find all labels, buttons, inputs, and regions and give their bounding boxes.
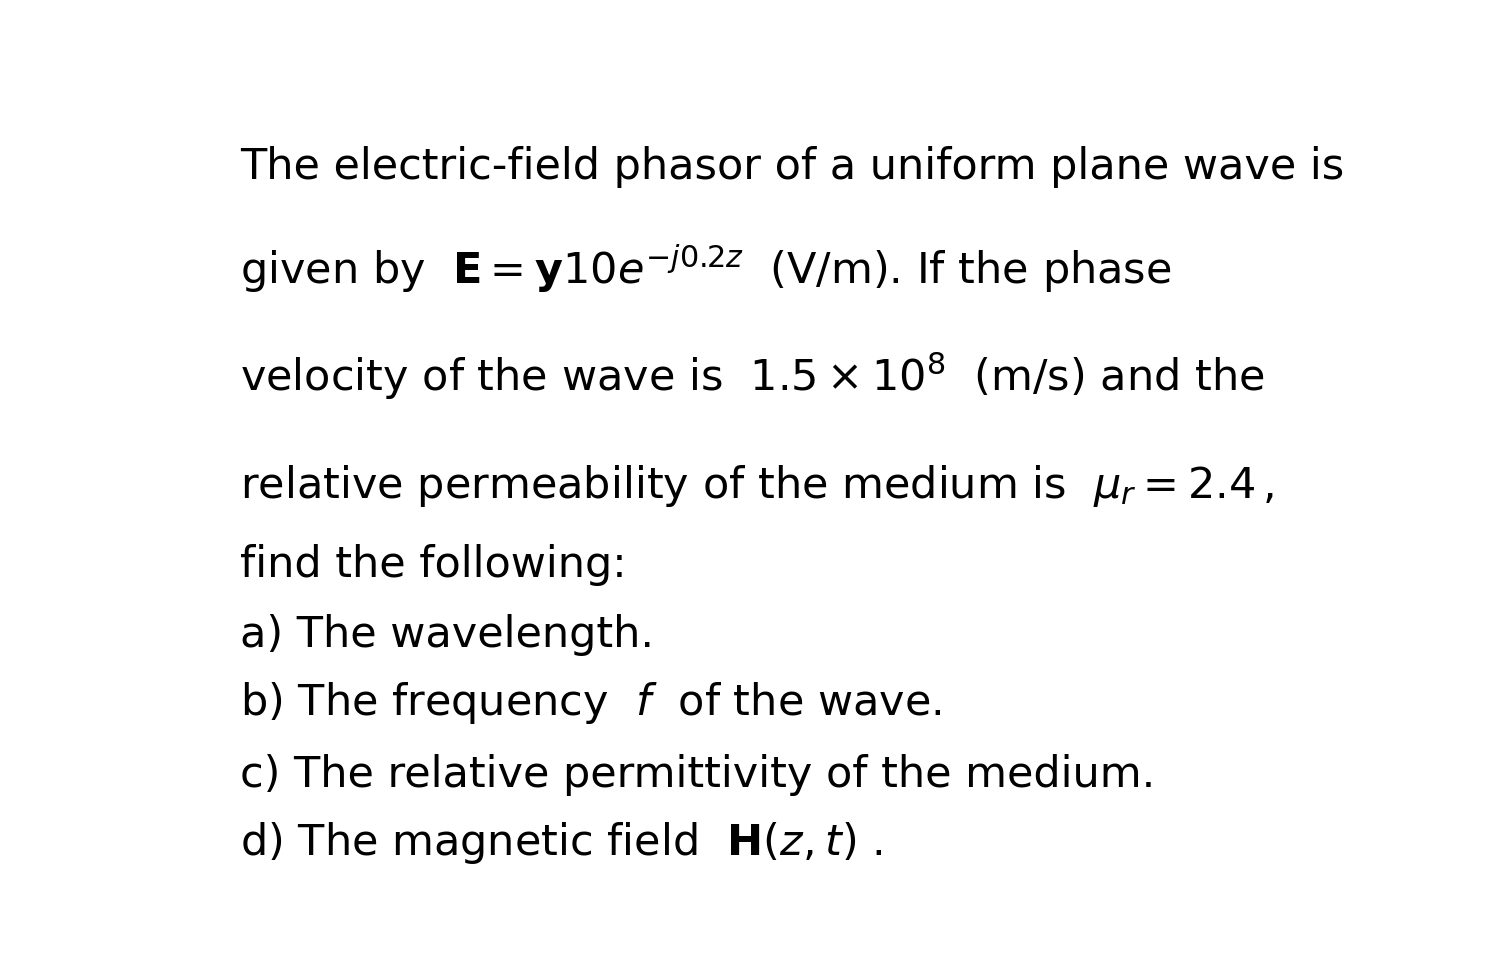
Text: b) The frequency  $f$  of the wave.: b) The frequency $f$ of the wave. — [240, 680, 942, 726]
Text: velocity of the wave is  $1.5 \times 10^{8}$  (m/s) and the: velocity of the wave is $1.5 \times 10^{… — [240, 350, 1264, 402]
Text: The electric-field phasor of a uniform plane wave is: The electric-field phasor of a uniform p… — [240, 146, 1344, 188]
Text: given by  $\mathbf{E} = \mathbf{y}10e^{-j0.2z}$  (V/m). If the phase: given by $\mathbf{E} = \mathbf{y}10e^{-j… — [240, 243, 1172, 295]
Text: d) The magnetic field  $\mathbf{H}(z, t)$ .: d) The magnetic field $\mathbf{H}(z, t)$… — [240, 819, 882, 865]
Text: a) The wavelength.: a) The wavelength. — [240, 614, 654, 656]
Text: c) The relative permittivity of the medium.: c) The relative permittivity of the medi… — [240, 753, 1155, 795]
Text: find the following:: find the following: — [240, 544, 627, 586]
Text: relative permeability of the medium is  $\mu_r = 2.4\,$,: relative permeability of the medium is $… — [240, 463, 1274, 509]
